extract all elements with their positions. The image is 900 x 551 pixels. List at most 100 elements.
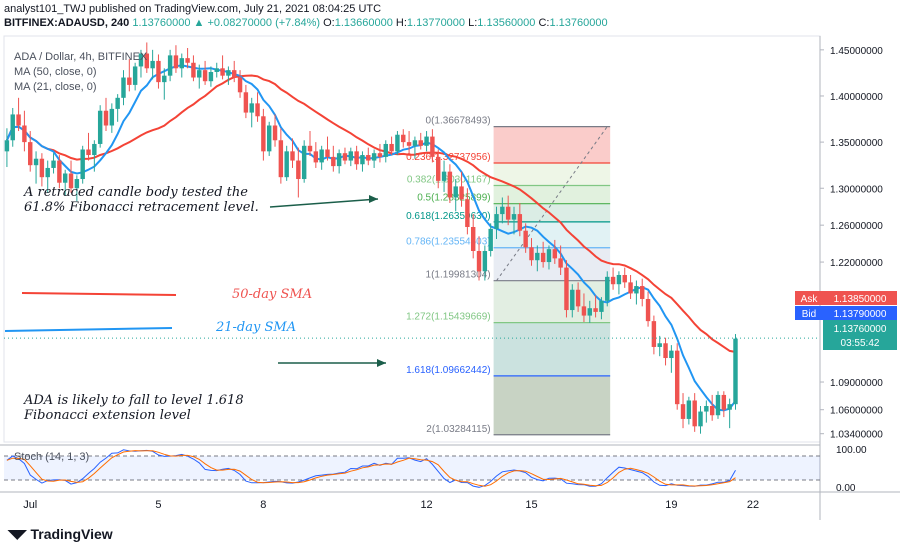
time-tick-label: 12 — [420, 499, 432, 511]
candle-body — [261, 116, 265, 151]
moving-averages — [7, 65, 736, 410]
publish-line: analyst101_TWJ published on TradingView.… — [4, 3, 381, 15]
fib-zone — [494, 323, 611, 376]
countdown-value: 03:55:42 — [841, 338, 880, 349]
candle-body — [162, 76, 166, 82]
time-tick-label: Jul — [23, 499, 37, 511]
retrace-note[interactable]: A retraced candle body tested the 61.8% … — [24, 185, 259, 215]
candle-body — [687, 400, 691, 418]
sma50-sample-line — [22, 293, 176, 295]
candle-body — [86, 149, 90, 155]
candle-body — [349, 151, 353, 160]
candle-body — [570, 290, 574, 310]
candle-body — [133, 66, 137, 84]
candle-body — [401, 135, 405, 142]
fib-zone — [494, 185, 611, 203]
candle-body — [389, 144, 393, 151]
fib-zone — [494, 281, 611, 323]
candle-body — [28, 142, 32, 165]
candle-body — [378, 153, 382, 157]
candle-body — [430, 137, 434, 157]
candle-body — [605, 277, 609, 301]
candle-body — [541, 253, 545, 262]
fib-level-label: 1.618(1.09662442) — [406, 365, 491, 376]
fib-zone — [494, 376, 611, 435]
candle-body — [448, 172, 452, 198]
chart-legend-title[interactable]: ADA / Dollar, 4h, BITFINEX — [14, 51, 147, 63]
candle-body — [121, 78, 125, 98]
target-note-line1: ADA is likely to fall to level 1.618 — [24, 393, 244, 408]
up-arrow-icon: ▲ — [194, 17, 205, 29]
legend-ma21[interactable]: MA (21, close, 0) — [14, 81, 97, 93]
price-tick-label: 1.40000000 — [830, 92, 883, 103]
retrace-arrow-head — [369, 195, 378, 203]
tradingview-mark-icon: ◥◤ — [8, 527, 26, 541]
high-value: 1.13770000 — [407, 17, 465, 29]
candle-body — [238, 78, 242, 93]
candle-body — [325, 149, 329, 156]
symbol-name[interactable]: BITFINEX:ADAUSD, 240 — [4, 17, 129, 29]
candle-body — [115, 98, 119, 109]
time-tick-label: 19 — [665, 499, 677, 511]
candle-body — [209, 72, 213, 81]
candle-body — [57, 161, 61, 183]
time-tick-label: 22 — [747, 499, 759, 511]
candle-body — [11, 114, 15, 140]
candle-body — [727, 404, 731, 410]
ma21-line — [7, 65, 736, 410]
legend-stoch[interactable]: Stoch (14, 1, 3) — [14, 451, 89, 463]
candle-body — [302, 146, 306, 179]
candle-body — [593, 308, 597, 312]
candle-body — [249, 103, 253, 112]
tradingview-logo[interactable]: ◥◤ TradingView — [8, 526, 113, 542]
candle-body — [98, 111, 102, 144]
candle-body — [617, 275, 621, 284]
tradingview-logo-text: TradingView — [30, 526, 112, 542]
fib-zone — [494, 163, 611, 185]
open-label: O: — [323, 17, 335, 29]
candle-body — [488, 229, 492, 251]
candle-body — [558, 258, 562, 267]
candle-body — [547, 249, 551, 262]
candle-body — [191, 63, 195, 78]
candle-body — [704, 406, 708, 412]
price-tick-label: 1.22000000 — [830, 258, 883, 269]
publish-info: analyst101_TWJ published on TradingView.… — [4, 3, 381, 15]
legend-ma50[interactable]: MA (50, close, 0) — [14, 66, 97, 78]
candle-body — [244, 92, 248, 112]
candle-body — [168, 55, 172, 75]
candle-body — [22, 126, 26, 143]
candle-body — [716, 395, 720, 415]
close-value: 1.13760000 — [549, 17, 607, 29]
symbol-info: BITFINEX:ADAUSD, 240 1.13760000 ▲ +0.082… — [4, 17, 608, 29]
candle-body — [453, 186, 457, 197]
candle-body — [104, 111, 108, 126]
retrace-note-line1: A retraced candle body tested the — [24, 185, 259, 200]
target-note-line2: Fibonacci extension level — [24, 408, 244, 423]
candle-body — [40, 159, 44, 177]
sma21-sample-line — [5, 328, 172, 331]
candle-body — [110, 109, 114, 126]
candle-body — [197, 70, 201, 77]
candle-body — [710, 406, 714, 415]
candle-body — [156, 61, 160, 82]
target-note[interactable]: ADA is likely to fall to level 1.618 Fib… — [24, 393, 244, 423]
fib-level-label: 0(1.36678493) — [426, 116, 491, 127]
candle-body — [564, 268, 568, 310]
candle-body — [5, 140, 9, 151]
sma50-note[interactable]: 50-day SMA — [232, 287, 312, 302]
candle-body — [535, 253, 539, 260]
candle-body — [553, 249, 557, 258]
candle-body — [459, 186, 463, 199]
sma21-note[interactable]: 21-day SMA — [216, 320, 296, 335]
candle-body — [494, 214, 498, 229]
candle-body — [506, 207, 510, 220]
candle-body — [284, 151, 288, 177]
retrace-arrow — [270, 199, 378, 207]
candle-body — [628, 282, 632, 293]
candle-body — [319, 149, 323, 162]
annotation-arrows — [5, 195, 386, 367]
candle-body — [681, 404, 685, 419]
candle-body — [576, 290, 580, 307]
